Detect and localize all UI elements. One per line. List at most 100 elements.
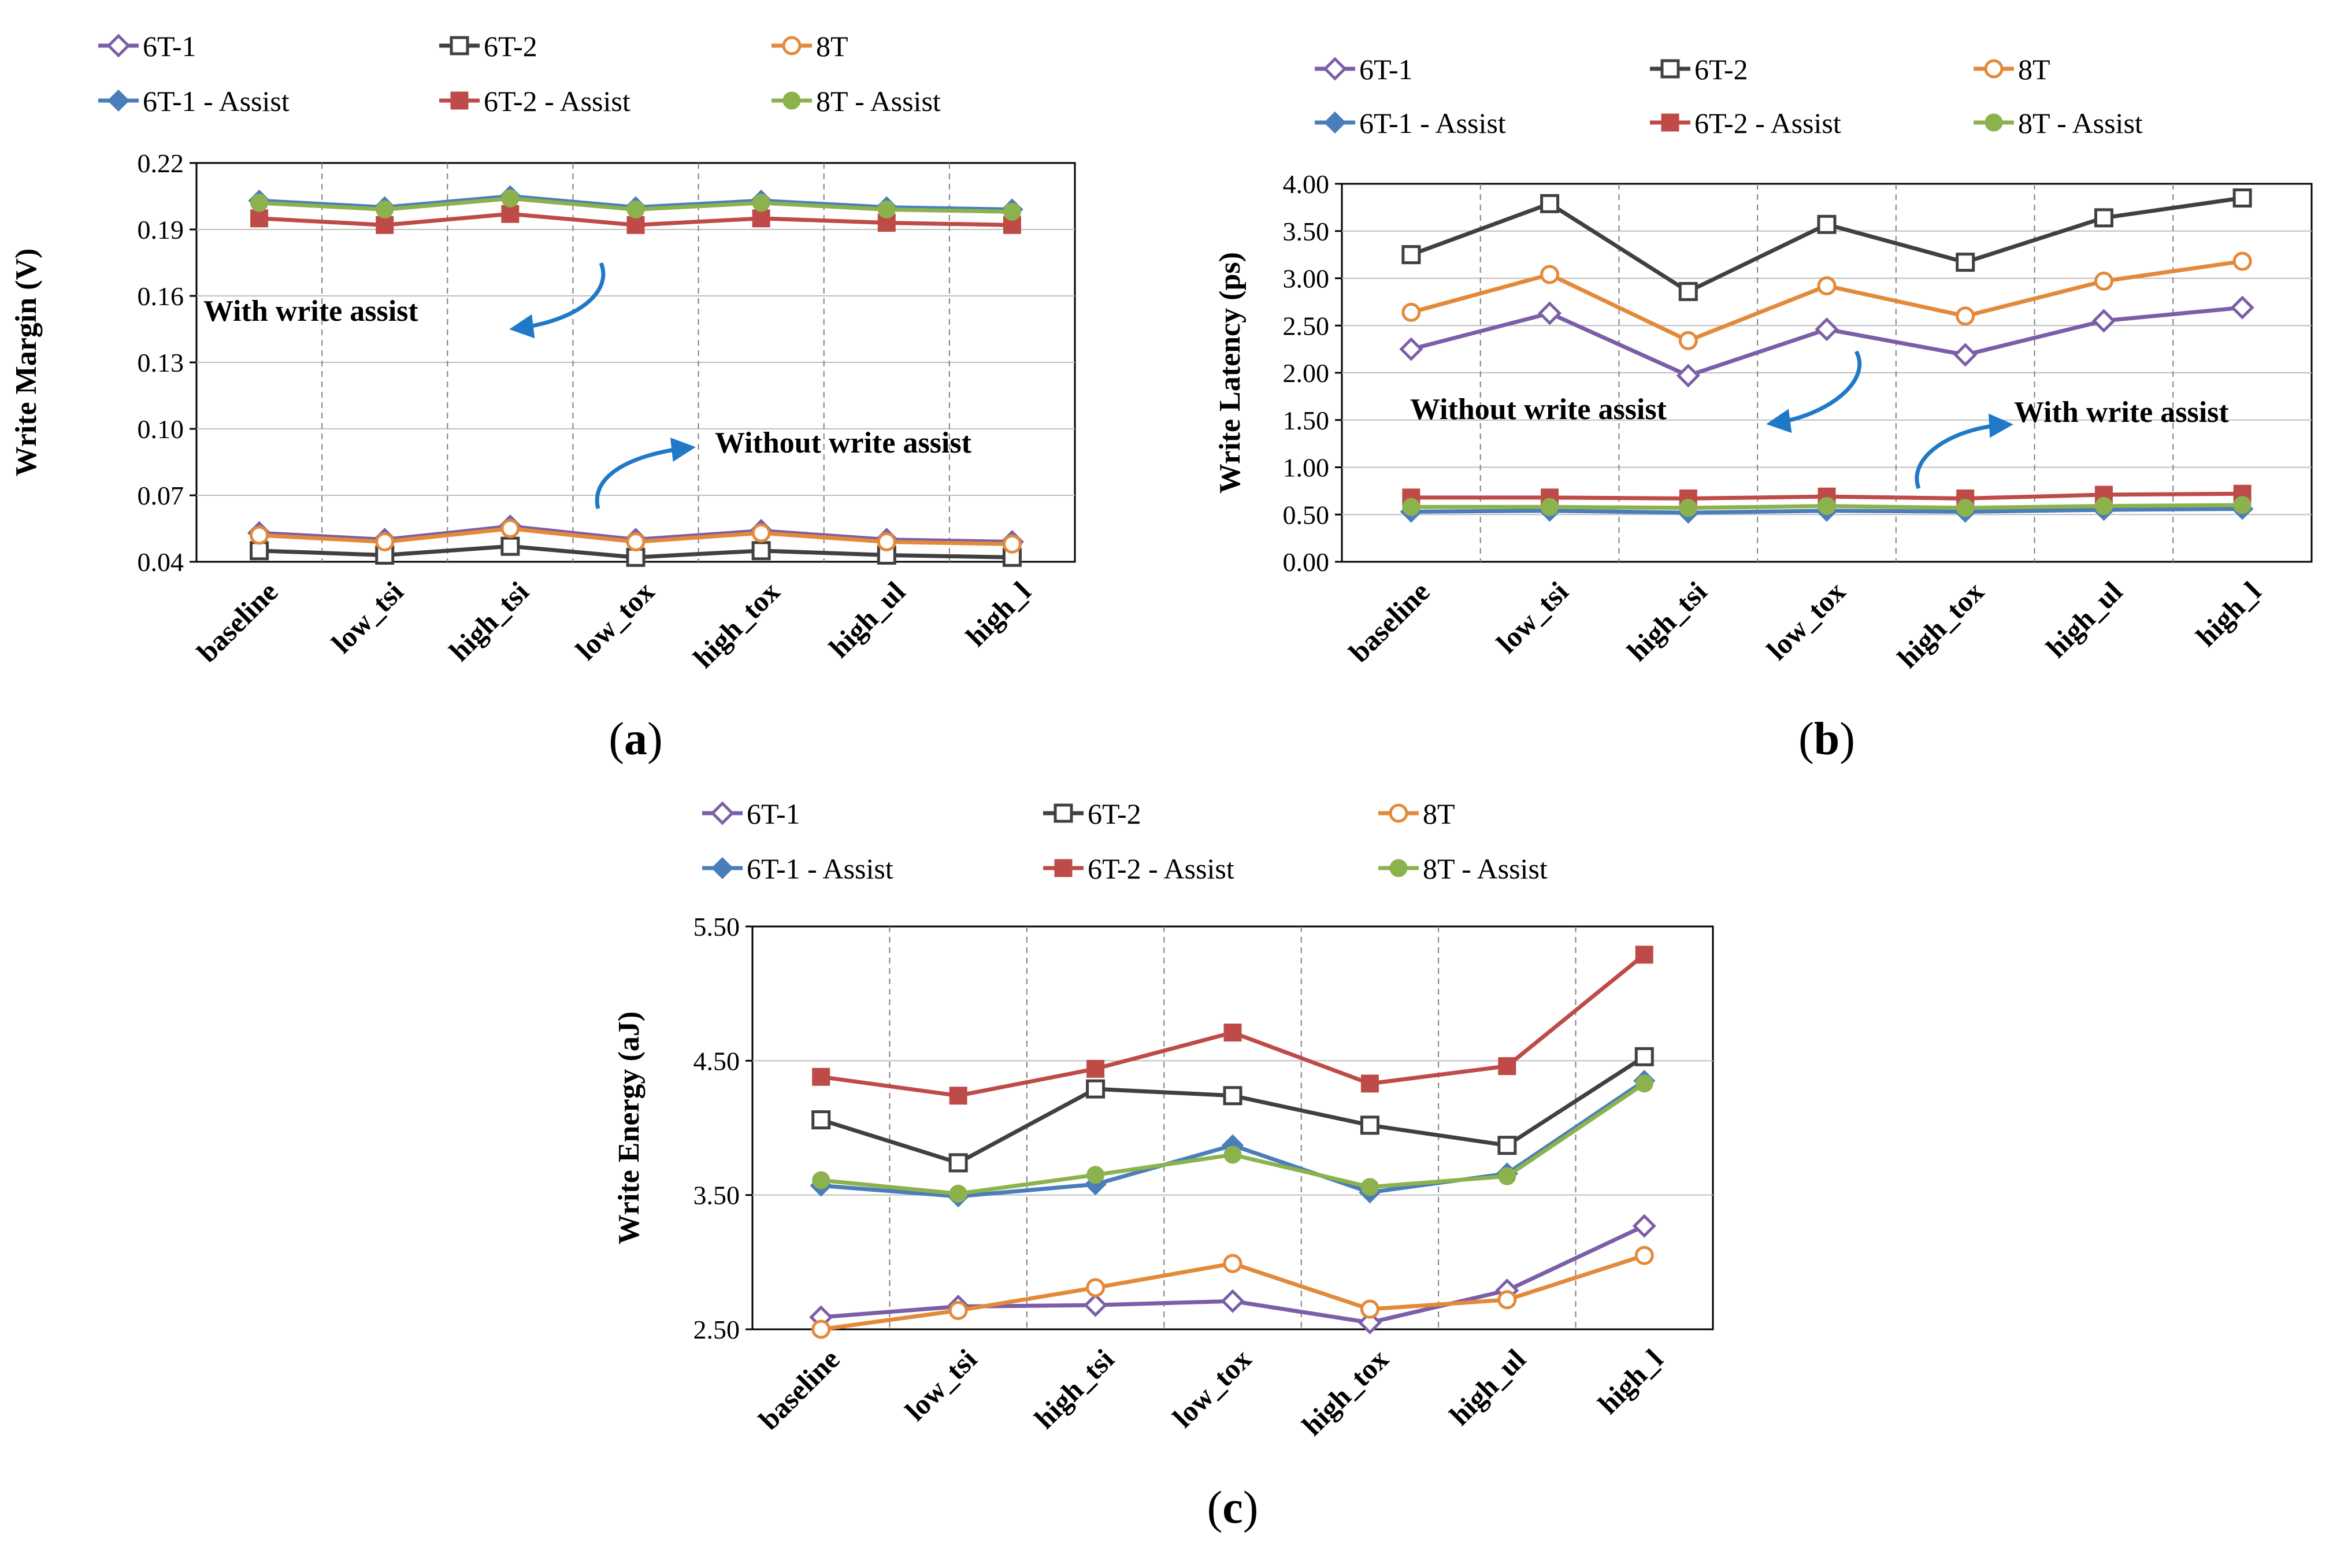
y-tick-label: 0.07 — [138, 481, 184, 510]
data-point-marker — [1497, 1290, 1517, 1310]
data-point-marker — [1401, 245, 1421, 265]
panel-label-paren: ) — [647, 714, 663, 765]
y-tick-label: 0.04 — [138, 547, 184, 577]
data-point-marker — [626, 532, 646, 551]
legend-marker — [1660, 59, 1680, 79]
data-point-marker — [2233, 496, 2252, 514]
panel-label-paren: ) — [1839, 714, 1855, 765]
legend-marker — [1054, 859, 1073, 877]
data-point-marker — [811, 1319, 831, 1339]
y-tick-label: 5.50 — [693, 912, 740, 941]
legend-marker — [107, 89, 130, 112]
y-tick-label: 0.50 — [1283, 500, 1330, 529]
data-point-marker — [1223, 1146, 1242, 1164]
data-point-marker — [1817, 276, 1837, 296]
legend-label: 6T-2 — [484, 30, 537, 62]
y-tick-label: 2.00 — [1283, 358, 1330, 388]
legend-marker — [1984, 59, 2004, 79]
panel-label: (c) — [1207, 1482, 1259, 1533]
data-point-marker — [1003, 202, 1021, 221]
legend-label: 6T-1 - Assist — [747, 852, 893, 885]
legend-label: 6T-1 — [143, 30, 196, 62]
legend: 6T-1 6T-2 8T 6T-1 - Assist 6T-2 - Assist 8T -… — [98, 30, 941, 117]
legend-marker — [1323, 111, 1347, 134]
panel-label-paren: ( — [609, 714, 624, 765]
panel-label-paren: ) — [1243, 1482, 1259, 1533]
data-point-marker — [250, 541, 269, 561]
data-point-marker — [1357, 1310, 1382, 1335]
y-tick-label: 0.16 — [138, 281, 184, 311]
panel-label-letter: c — [1222, 1482, 1243, 1533]
y-tick-label: 2.50 — [1283, 311, 1330, 340]
y-tick-label: 4.00 — [1283, 169, 1330, 199]
legend-label: 8T - Assist — [816, 85, 941, 117]
panel-label: (b) — [1798, 714, 1855, 765]
y-tick-label: 1.00 — [1283, 453, 1330, 483]
legend-marker — [1389, 803, 1408, 823]
data-point-marker — [1635, 946, 1653, 964]
y-tick-label: 1.50 — [1283, 406, 1330, 435]
data-point-marker — [1223, 1086, 1242, 1106]
annotation-text: With write assist — [203, 295, 418, 328]
y-tick-label: 0.19 — [138, 215, 184, 244]
data-point-marker — [1676, 364, 1700, 388]
data-point-marker — [1401, 302, 1421, 322]
y-axis-label: Write Energy (aJ) — [613, 1011, 646, 1244]
data-point-marker — [877, 201, 896, 218]
data-point-marker — [2091, 309, 2116, 333]
legend-label: 8T - Assist — [2018, 107, 2143, 139]
legend-marker — [1054, 803, 1073, 823]
data-point-marker — [626, 201, 645, 218]
legend-marker — [1323, 57, 1347, 81]
y-tick-label: 0.10 — [138, 414, 184, 444]
y-tick-label: 2.50 — [693, 1315, 740, 1344]
panel-label: (a) — [609, 714, 662, 765]
panel-label-paren: ( — [1207, 1482, 1223, 1533]
series-8t-assist — [1402, 496, 2252, 517]
data-point-marker — [812, 1171, 830, 1189]
legend-label: 6T-1 — [1359, 53, 1413, 86]
data-point-marker — [375, 532, 395, 551]
data-point-marker — [1360, 1115, 1379, 1135]
data-point-marker — [2094, 208, 2113, 228]
data-point-marker — [1538, 301, 1562, 325]
data-point-marker — [250, 194, 269, 212]
panel-label-letter: b — [1814, 714, 1840, 765]
data-point-marker — [626, 216, 645, 234]
data-point-marker — [1086, 1079, 1106, 1099]
data-point-marker — [1818, 497, 1836, 516]
series-8t-assist — [812, 1074, 1653, 1203]
y-tick-label: 0.00 — [1283, 547, 1330, 577]
y-axis-label: Write Margin (V) — [10, 249, 43, 477]
data-point-marker — [1815, 317, 1839, 342]
legend-label: 6T-2 — [1088, 798, 1141, 830]
legend-label: 6T-1 - Assist — [1359, 107, 1506, 139]
data-point-marker — [1497, 1136, 1517, 1155]
data-point-marker — [626, 547, 646, 567]
y-tick-label: 0.13 — [138, 348, 184, 377]
series-8t — [811, 1245, 1654, 1339]
data-point-marker — [877, 214, 896, 232]
data-point-marker — [812, 1067, 830, 1086]
legend-marker — [1985, 113, 2003, 132]
data-point-marker — [949, 1184, 967, 1203]
legend: 6T-1 6T-2 8T 6T-1 - Assist 6T-2 - Assist 8T -… — [1315, 53, 2143, 139]
data-point-marker — [1223, 1024, 1242, 1042]
series-6t-2 — [250, 536, 1022, 567]
data-point-marker — [1086, 1166, 1105, 1184]
data-point-marker — [1678, 331, 1698, 350]
data-point-marker — [501, 189, 520, 207]
series-6t-2-assist — [1402, 484, 2252, 507]
data-point-marker — [2094, 271, 2113, 291]
data-point-marker — [376, 216, 394, 234]
legend-marker — [450, 36, 469, 55]
legend-marker — [782, 91, 801, 110]
data-point-marker — [1541, 498, 1559, 516]
legend-label: 8T — [816, 30, 848, 62]
y-tick-label: 3.50 — [693, 1181, 740, 1210]
data-point-marker — [949, 1087, 967, 1105]
data-point-marker — [500, 536, 520, 556]
